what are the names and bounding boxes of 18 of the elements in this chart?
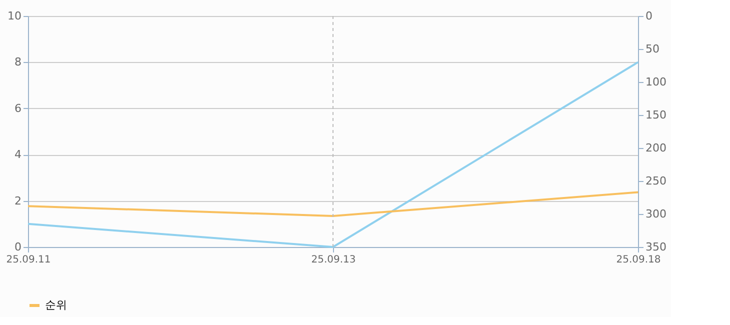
x-tick-label: 25.09.11 [6, 254, 51, 266]
y2-tick-label: 0 [646, 10, 652, 22]
y2-tick-label: 350 [646, 240, 666, 254]
y2-tick-label: 50 [646, 42, 660, 56]
y-tick-label: 0 [14, 240, 22, 254]
y-tick-label: 8 [14, 56, 22, 69]
y-tick-label: 2 [14, 194, 22, 208]
y2-tick-label: 200 [646, 142, 666, 154]
y2-tick-label: 150 [646, 108, 666, 122]
y-tick-label: 6 [14, 102, 22, 115]
y-tick-label: 10 [8, 10, 22, 22]
y-tick-label: 4 [14, 148, 22, 162]
x-tick-label: 25.09.18 [616, 254, 661, 266]
y2-tick-label: 100 [646, 76, 666, 88]
y2-tick-label: 250 [646, 174, 666, 188]
x-tick-label: 25.09.13 [311, 254, 356, 266]
legend-label: 순위 [45, 298, 67, 312]
y2-tick-label: 300 [646, 208, 666, 220]
